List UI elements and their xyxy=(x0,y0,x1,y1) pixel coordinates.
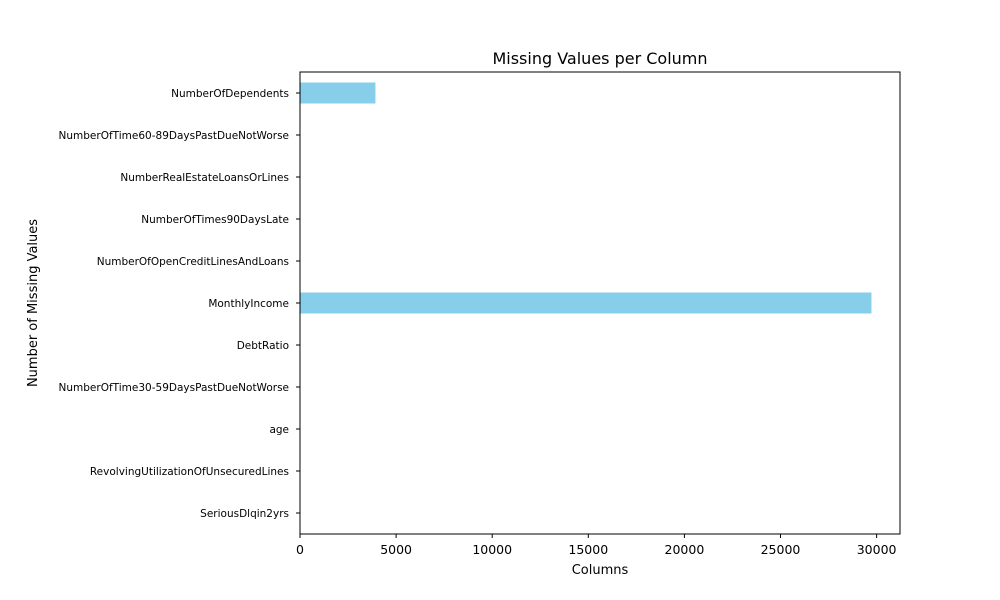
y-tick-label-numberofopencreditlinesandloans: NumberOfOpenCreditLinesAndLoans xyxy=(97,256,289,268)
y-axis-ticks: SeriousDlqin2yrs RevolvingUtilizationOfUn… xyxy=(59,88,300,520)
y-tick-label-monthlyincome: MonthlyIncome xyxy=(208,298,289,310)
x-tick-label-0: 0 xyxy=(296,542,304,557)
y-tick-label-seriousdlqin2yrs: SeriousDlqin2yrs xyxy=(200,508,289,520)
x-tick-label-20000: 20000 xyxy=(665,542,705,557)
bar-numberofdependents xyxy=(300,82,376,104)
y-tick-label-revolvingutilizationofunsecuredlines: RevolvingUtilizationOfUnsecuredLines xyxy=(90,466,289,478)
y-tick-label-numberoftimes90dayslate: NumberOfTimes90DaysLate xyxy=(141,214,289,226)
y-tick-label-numberrealestateloansorlines: NumberRealEstateLoansOrLines xyxy=(120,172,289,184)
y-tick-label-numberoftime30-59dayspastduenotworse: NumberOfTime30-59DaysPastDueNotWorse xyxy=(59,382,289,394)
x-axis-ticks: 0 5000 10000 15000 20000 25000 30000 xyxy=(296,534,897,557)
x-tick-label-10000: 10000 xyxy=(472,542,512,557)
y-axis-label: Number of Missing Values xyxy=(26,219,41,387)
x-tick-label-25000: 25000 xyxy=(761,542,801,557)
y-tick-label-age: age xyxy=(269,424,289,436)
x-axis-label: Columns xyxy=(572,563,629,578)
y-tick-label-debtratio: DebtRatio xyxy=(237,340,289,352)
bar-group xyxy=(300,82,872,314)
x-tick-label-30000: 30000 xyxy=(857,542,897,557)
chart-title: Missing Values per Column xyxy=(492,49,707,68)
x-tick-label-15000: 15000 xyxy=(568,542,608,557)
y-tick-label-numberoftime60-89dayspastduenotworse: NumberOfTime60-89DaysPastDueNotWorse xyxy=(59,130,289,142)
plot-area-frame xyxy=(299,71,901,535)
bar-monthlyincome xyxy=(300,292,872,314)
x-tick-label-5000: 5000 xyxy=(380,542,412,557)
y-tick-label-numberofdependents: NumberOfDependents xyxy=(171,88,289,100)
